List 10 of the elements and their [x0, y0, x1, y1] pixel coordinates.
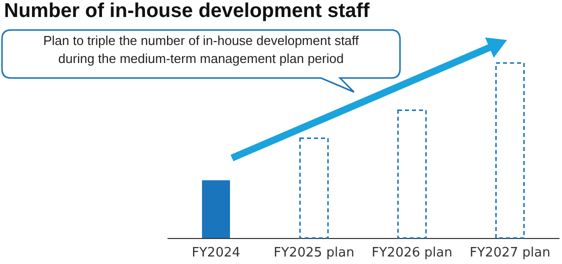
x-tick-label: FY2025 plan — [274, 246, 354, 260]
bar — [299, 138, 329, 239]
bar — [202, 180, 230, 238]
chart-title: Number of in-house development staff — [4, 0, 370, 23]
bar — [397, 110, 427, 239]
x-tick-label: FY2026 plan — [372, 246, 452, 260]
x-tick-label: FY2027 plan — [470, 246, 550, 260]
x-tick-label: FY2024 — [192, 246, 240, 260]
bar — [495, 62, 525, 239]
annotation: Plan to triple the number of in-house development staff during the medium-term management plan period — [42, 32, 360, 68]
